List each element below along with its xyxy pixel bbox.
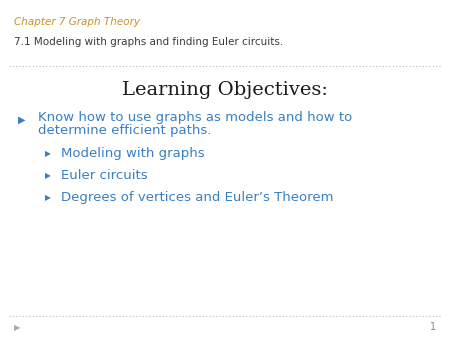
Text: Know how to use graphs as models and how to: Know how to use graphs as models and how… xyxy=(38,111,352,124)
Text: ▶: ▶ xyxy=(45,149,51,158)
Text: 7.1 Modeling with graphs and finding Euler circuits.: 7.1 Modeling with graphs and finding Eul… xyxy=(14,37,283,47)
Text: Chapter 7 Graph Theory: Chapter 7 Graph Theory xyxy=(14,17,140,27)
Text: ▶: ▶ xyxy=(18,115,26,125)
Text: Modeling with graphs: Modeling with graphs xyxy=(61,147,204,160)
Text: determine efficient paths.: determine efficient paths. xyxy=(38,124,211,137)
Text: ▶: ▶ xyxy=(14,323,20,332)
Text: Learning Objectives:: Learning Objectives: xyxy=(122,80,328,99)
Text: ▶: ▶ xyxy=(45,171,51,180)
Text: ▶: ▶ xyxy=(45,193,51,202)
Text: 1: 1 xyxy=(430,322,436,332)
Text: Euler circuits: Euler circuits xyxy=(61,169,148,182)
Text: Degrees of vertices and Euler’s Theorem: Degrees of vertices and Euler’s Theorem xyxy=(61,191,333,204)
